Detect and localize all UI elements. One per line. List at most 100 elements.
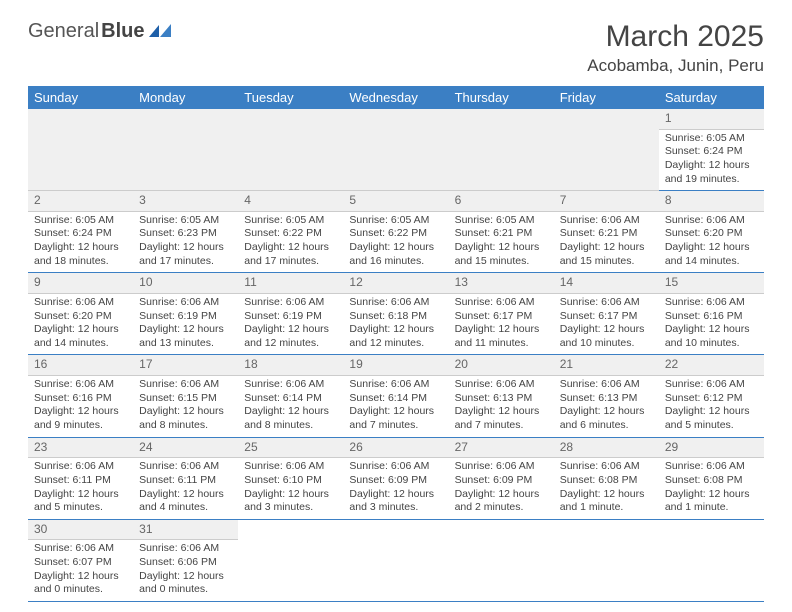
sunset-line: Sunset: 6:23 PM <box>139 227 232 241</box>
daylight-line: Daylight: 12 hours and 17 minutes. <box>139 241 232 268</box>
daylight-line: Daylight: 12 hours and 0 minutes. <box>139 570 232 597</box>
daylight-line: Daylight: 12 hours and 19 minutes. <box>665 159 758 186</box>
sunrise-line: Sunrise: 6:06 AM <box>244 460 337 474</box>
daylight-line: Daylight: 12 hours and 5 minutes. <box>34 488 127 515</box>
day-number: 16 <box>28 355 133 376</box>
day-info: Sunrise: 6:06 AMSunset: 6:08 PMDaylight:… <box>665 460 758 515</box>
sunset-line: Sunset: 6:12 PM <box>665 392 758 406</box>
day-info: Sunrise: 6:06 AMSunset: 6:19 PMDaylight:… <box>244 296 337 351</box>
day-number: 9 <box>28 273 133 294</box>
day-number: 29 <box>659 438 764 459</box>
daylight-line: Daylight: 12 hours and 6 minutes. <box>560 405 653 432</box>
sunrise-line: Sunrise: 6:06 AM <box>349 460 442 474</box>
daylight-line: Daylight: 12 hours and 7 minutes. <box>455 405 548 432</box>
sunrise-line: Sunrise: 6:05 AM <box>665 132 758 146</box>
day-info: Sunrise: 6:05 AMSunset: 6:21 PMDaylight:… <box>455 214 548 269</box>
sunset-line: Sunset: 6:09 PM <box>349 474 442 488</box>
sunset-line: Sunset: 6:06 PM <box>139 556 232 570</box>
sunset-line: Sunset: 6:24 PM <box>665 145 758 159</box>
daylight-line: Daylight: 12 hours and 10 minutes. <box>665 323 758 350</box>
sunrise-line: Sunrise: 6:06 AM <box>244 296 337 310</box>
day-info: Sunrise: 6:05 AMSunset: 6:23 PMDaylight:… <box>139 214 232 269</box>
daylight-line: Daylight: 12 hours and 16 minutes. <box>349 241 442 268</box>
calendar-cell <box>449 519 554 601</box>
calendar-cell: 7Sunrise: 6:06 AMSunset: 6:21 PMDaylight… <box>554 191 659 273</box>
sunrise-line: Sunrise: 6:06 AM <box>665 296 758 310</box>
day-number: 8 <box>659 191 764 212</box>
day-info: Sunrise: 6:05 AMSunset: 6:22 PMDaylight:… <box>244 214 337 269</box>
daylight-line: Daylight: 12 hours and 15 minutes. <box>455 241 548 268</box>
sunset-line: Sunset: 6:08 PM <box>665 474 758 488</box>
logo: GeneralBlue <box>28 20 175 43</box>
day-number: 7 <box>554 191 659 212</box>
calendar-header-row: SundayMondayTuesdayWednesdayThursdayFrid… <box>28 86 764 109</box>
sunset-line: Sunset: 6:11 PM <box>34 474 127 488</box>
day-info: Sunrise: 6:06 AMSunset: 6:17 PMDaylight:… <box>560 296 653 351</box>
daylight-line: Daylight: 12 hours and 1 minute. <box>665 488 758 515</box>
day-info: Sunrise: 6:05 AMSunset: 6:24 PMDaylight:… <box>34 214 127 269</box>
sunset-line: Sunset: 6:21 PM <box>560 227 653 241</box>
day-number: 28 <box>554 438 659 459</box>
sunrise-line: Sunrise: 6:06 AM <box>349 378 442 392</box>
calendar-cell: 25Sunrise: 6:06 AMSunset: 6:10 PMDayligh… <box>238 437 343 519</box>
day-info: Sunrise: 6:06 AMSunset: 6:11 PMDaylight:… <box>34 460 127 515</box>
calendar-cell <box>659 519 764 601</box>
calendar-cell: 13Sunrise: 6:06 AMSunset: 6:17 PMDayligh… <box>449 273 554 355</box>
calendar-week-row: 1Sunrise: 6:05 AMSunset: 6:24 PMDaylight… <box>28 109 764 191</box>
calendar-cell: 27Sunrise: 6:06 AMSunset: 6:09 PMDayligh… <box>449 437 554 519</box>
daylight-line: Daylight: 12 hours and 14 minutes. <box>34 323 127 350</box>
day-info: Sunrise: 6:06 AMSunset: 6:06 PMDaylight:… <box>139 542 232 597</box>
sunrise-line: Sunrise: 6:06 AM <box>139 296 232 310</box>
daylight-line: Daylight: 12 hours and 8 minutes. <box>139 405 232 432</box>
day-number: 14 <box>554 273 659 294</box>
calendar-cell: 16Sunrise: 6:06 AMSunset: 6:16 PMDayligh… <box>28 355 133 437</box>
day-info: Sunrise: 6:06 AMSunset: 6:16 PMDaylight:… <box>665 296 758 351</box>
sunrise-line: Sunrise: 6:06 AM <box>455 296 548 310</box>
calendar-cell: 21Sunrise: 6:06 AMSunset: 6:13 PMDayligh… <box>554 355 659 437</box>
sunset-line: Sunset: 6:18 PM <box>349 310 442 324</box>
day-info: Sunrise: 6:06 AMSunset: 6:20 PMDaylight:… <box>665 214 758 269</box>
day-info: Sunrise: 6:06 AMSunset: 6:11 PMDaylight:… <box>139 460 232 515</box>
day-info: Sunrise: 6:06 AMSunset: 6:20 PMDaylight:… <box>34 296 127 351</box>
calendar-cell: 2Sunrise: 6:05 AMSunset: 6:24 PMDaylight… <box>28 191 133 273</box>
sunrise-line: Sunrise: 6:06 AM <box>34 460 127 474</box>
sunset-line: Sunset: 6:21 PM <box>455 227 548 241</box>
logo-text-blue: Blue <box>101 20 144 43</box>
calendar-cell: 19Sunrise: 6:06 AMSunset: 6:14 PMDayligh… <box>343 355 448 437</box>
day-info: Sunrise: 6:06 AMSunset: 6:21 PMDaylight:… <box>560 214 653 269</box>
day-number: 25 <box>238 438 343 459</box>
daylight-line: Daylight: 12 hours and 9 minutes. <box>34 405 127 432</box>
calendar-week-row: 23Sunrise: 6:06 AMSunset: 6:11 PMDayligh… <box>28 437 764 519</box>
calendar-cell: 26Sunrise: 6:06 AMSunset: 6:09 PMDayligh… <box>343 437 448 519</box>
sunset-line: Sunset: 6:08 PM <box>560 474 653 488</box>
calendar-cell <box>554 109 659 191</box>
day-number: 19 <box>343 355 448 376</box>
calendar-cell: 28Sunrise: 6:06 AMSunset: 6:08 PMDayligh… <box>554 437 659 519</box>
calendar-cell <box>554 519 659 601</box>
daylight-line: Daylight: 12 hours and 1 minute. <box>560 488 653 515</box>
calendar-cell: 10Sunrise: 6:06 AMSunset: 6:19 PMDayligh… <box>133 273 238 355</box>
day-number: 5 <box>343 191 448 212</box>
day-info: Sunrise: 6:06 AMSunset: 6:14 PMDaylight:… <box>244 378 337 433</box>
daylight-line: Daylight: 12 hours and 11 minutes. <box>455 323 548 350</box>
day-info: Sunrise: 6:06 AMSunset: 6:09 PMDaylight:… <box>349 460 442 515</box>
day-number: 2 <box>28 191 133 212</box>
day-number: 4 <box>238 191 343 212</box>
calendar-cell: 4Sunrise: 6:05 AMSunset: 6:22 PMDaylight… <box>238 191 343 273</box>
day-number: 26 <box>343 438 448 459</box>
day-number: 3 <box>133 191 238 212</box>
sunrise-line: Sunrise: 6:06 AM <box>665 378 758 392</box>
sunrise-line: Sunrise: 6:06 AM <box>34 542 127 556</box>
calendar-week-row: 16Sunrise: 6:06 AMSunset: 6:16 PMDayligh… <box>28 355 764 437</box>
daylight-line: Daylight: 12 hours and 15 minutes. <box>560 241 653 268</box>
sunrise-line: Sunrise: 6:06 AM <box>560 296 653 310</box>
daylight-line: Daylight: 12 hours and 18 minutes. <box>34 241 127 268</box>
day-header: Saturday <box>659 86 764 109</box>
calendar-cell: 12Sunrise: 6:06 AMSunset: 6:18 PMDayligh… <box>343 273 448 355</box>
sunset-line: Sunset: 6:17 PM <box>455 310 548 324</box>
calendar-cell <box>28 109 133 191</box>
daylight-line: Daylight: 12 hours and 13 minutes. <box>139 323 232 350</box>
calendar-cell: 11Sunrise: 6:06 AMSunset: 6:19 PMDayligh… <box>238 273 343 355</box>
day-number: 21 <box>554 355 659 376</box>
day-number: 20 <box>449 355 554 376</box>
